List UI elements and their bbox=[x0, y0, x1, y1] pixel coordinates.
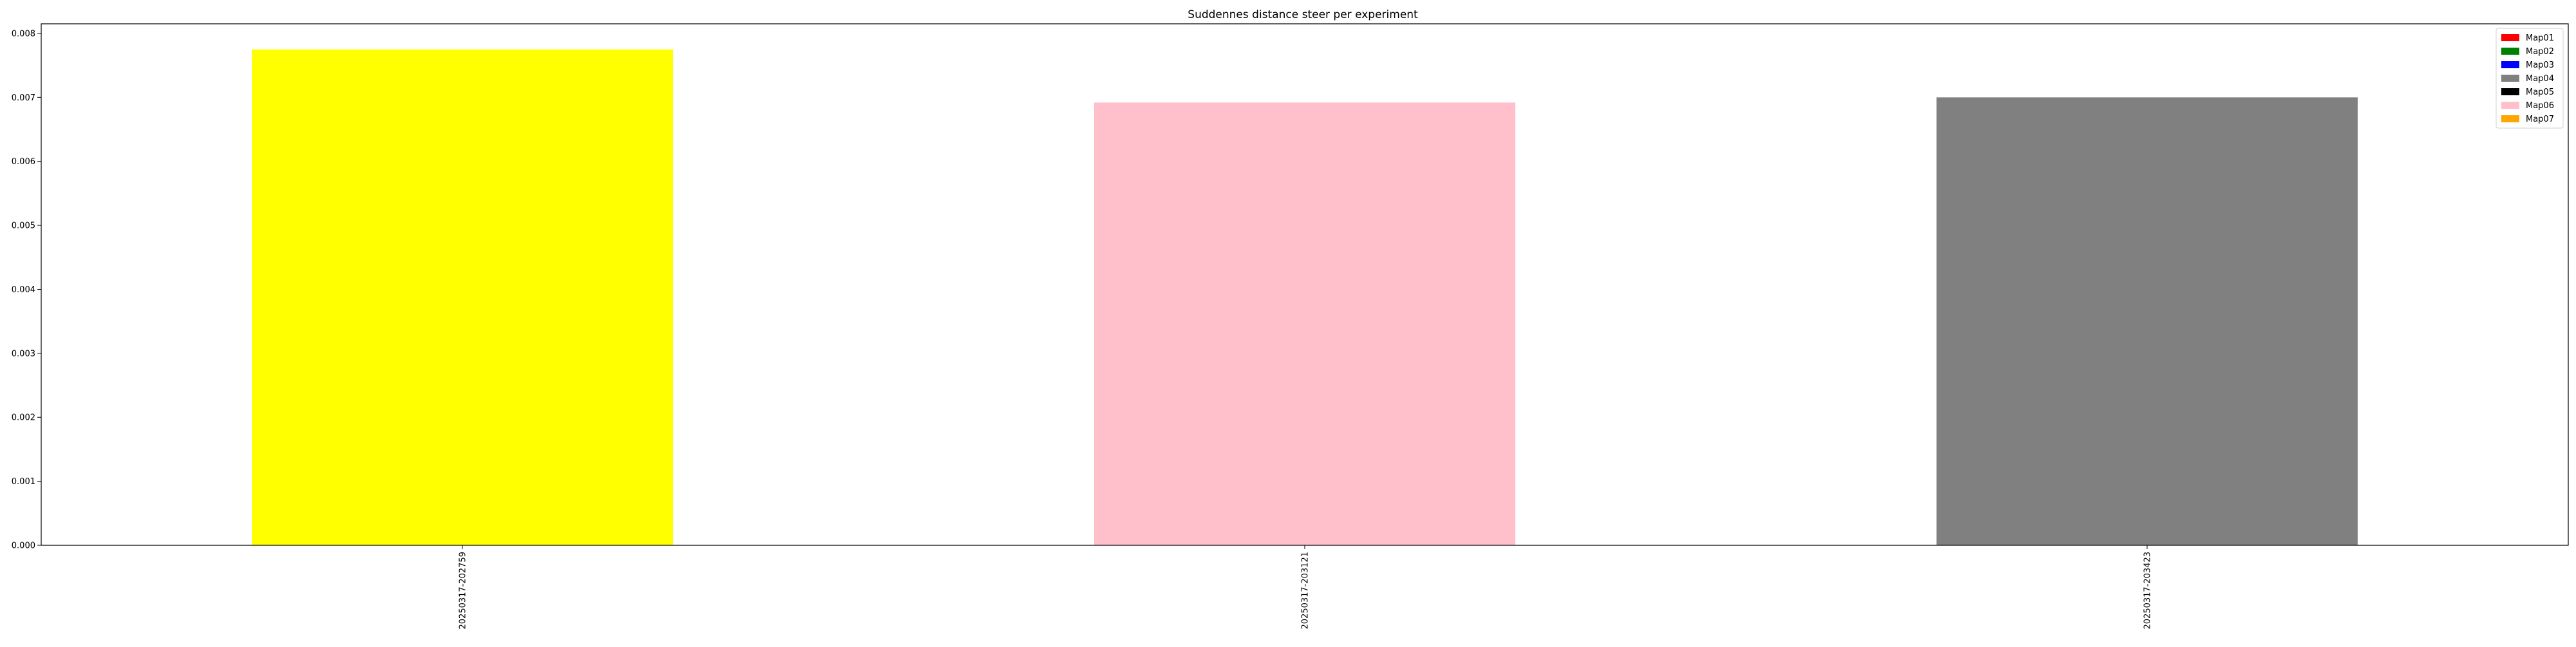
legend-label: Map01 bbox=[2526, 33, 2554, 43]
legend-swatch bbox=[2501, 88, 2519, 95]
bar-20250317-203423 bbox=[1937, 97, 2358, 545]
x-tick-label: 20250317-202759 bbox=[459, 552, 468, 630]
y-tick-label: 0.001 bbox=[12, 477, 35, 487]
bar-20250317-203121 bbox=[1094, 102, 1515, 546]
bar-20250317-202759 bbox=[252, 49, 673, 546]
legend-swatch bbox=[2501, 48, 2519, 55]
legend-label: Map03 bbox=[2526, 61, 2554, 70]
y-tick-label: 0.005 bbox=[12, 221, 35, 231]
y-tick-label: 0.008 bbox=[12, 29, 35, 39]
bars-layer bbox=[252, 49, 2358, 546]
legend-swatch bbox=[2501, 34, 2519, 41]
x-tick-label: 20250317-203121 bbox=[1301, 552, 1311, 630]
y-tick-label: 0.002 bbox=[12, 413, 35, 423]
legend-label: Map05 bbox=[2526, 88, 2554, 97]
chart-title: Suddennes distance steer per experiment bbox=[1188, 8, 1418, 21]
legend-label: Map04 bbox=[2526, 74, 2554, 84]
y-tick-label: 0.006 bbox=[12, 157, 35, 167]
legend-label: Map06 bbox=[2526, 101, 2554, 111]
legend: Map01 Map02 Map03 Map04 Map05 Map06 Map07 bbox=[2496, 28, 2564, 129]
y-tick-label: 0.004 bbox=[12, 285, 35, 295]
y-tick-label: 0.000 bbox=[12, 541, 35, 551]
legend-swatch bbox=[2501, 61, 2519, 68]
legend-swatch bbox=[2501, 102, 2519, 109]
y-tick-label: 0.007 bbox=[12, 93, 35, 103]
axes-layer: 0.000 0.001 0.002 0.003 0.004 0.005 0.006 0.007… bbox=[12, 23, 2569, 630]
y-tick-label: 0.003 bbox=[12, 349, 35, 359]
legend-swatch bbox=[2501, 75, 2519, 82]
legend-label: Map07 bbox=[2526, 115, 2554, 124]
legend-label: Map02 bbox=[2526, 47, 2554, 57]
x-tick-label: 20250317-203423 bbox=[2143, 552, 2153, 630]
legend-swatch bbox=[2501, 115, 2519, 122]
